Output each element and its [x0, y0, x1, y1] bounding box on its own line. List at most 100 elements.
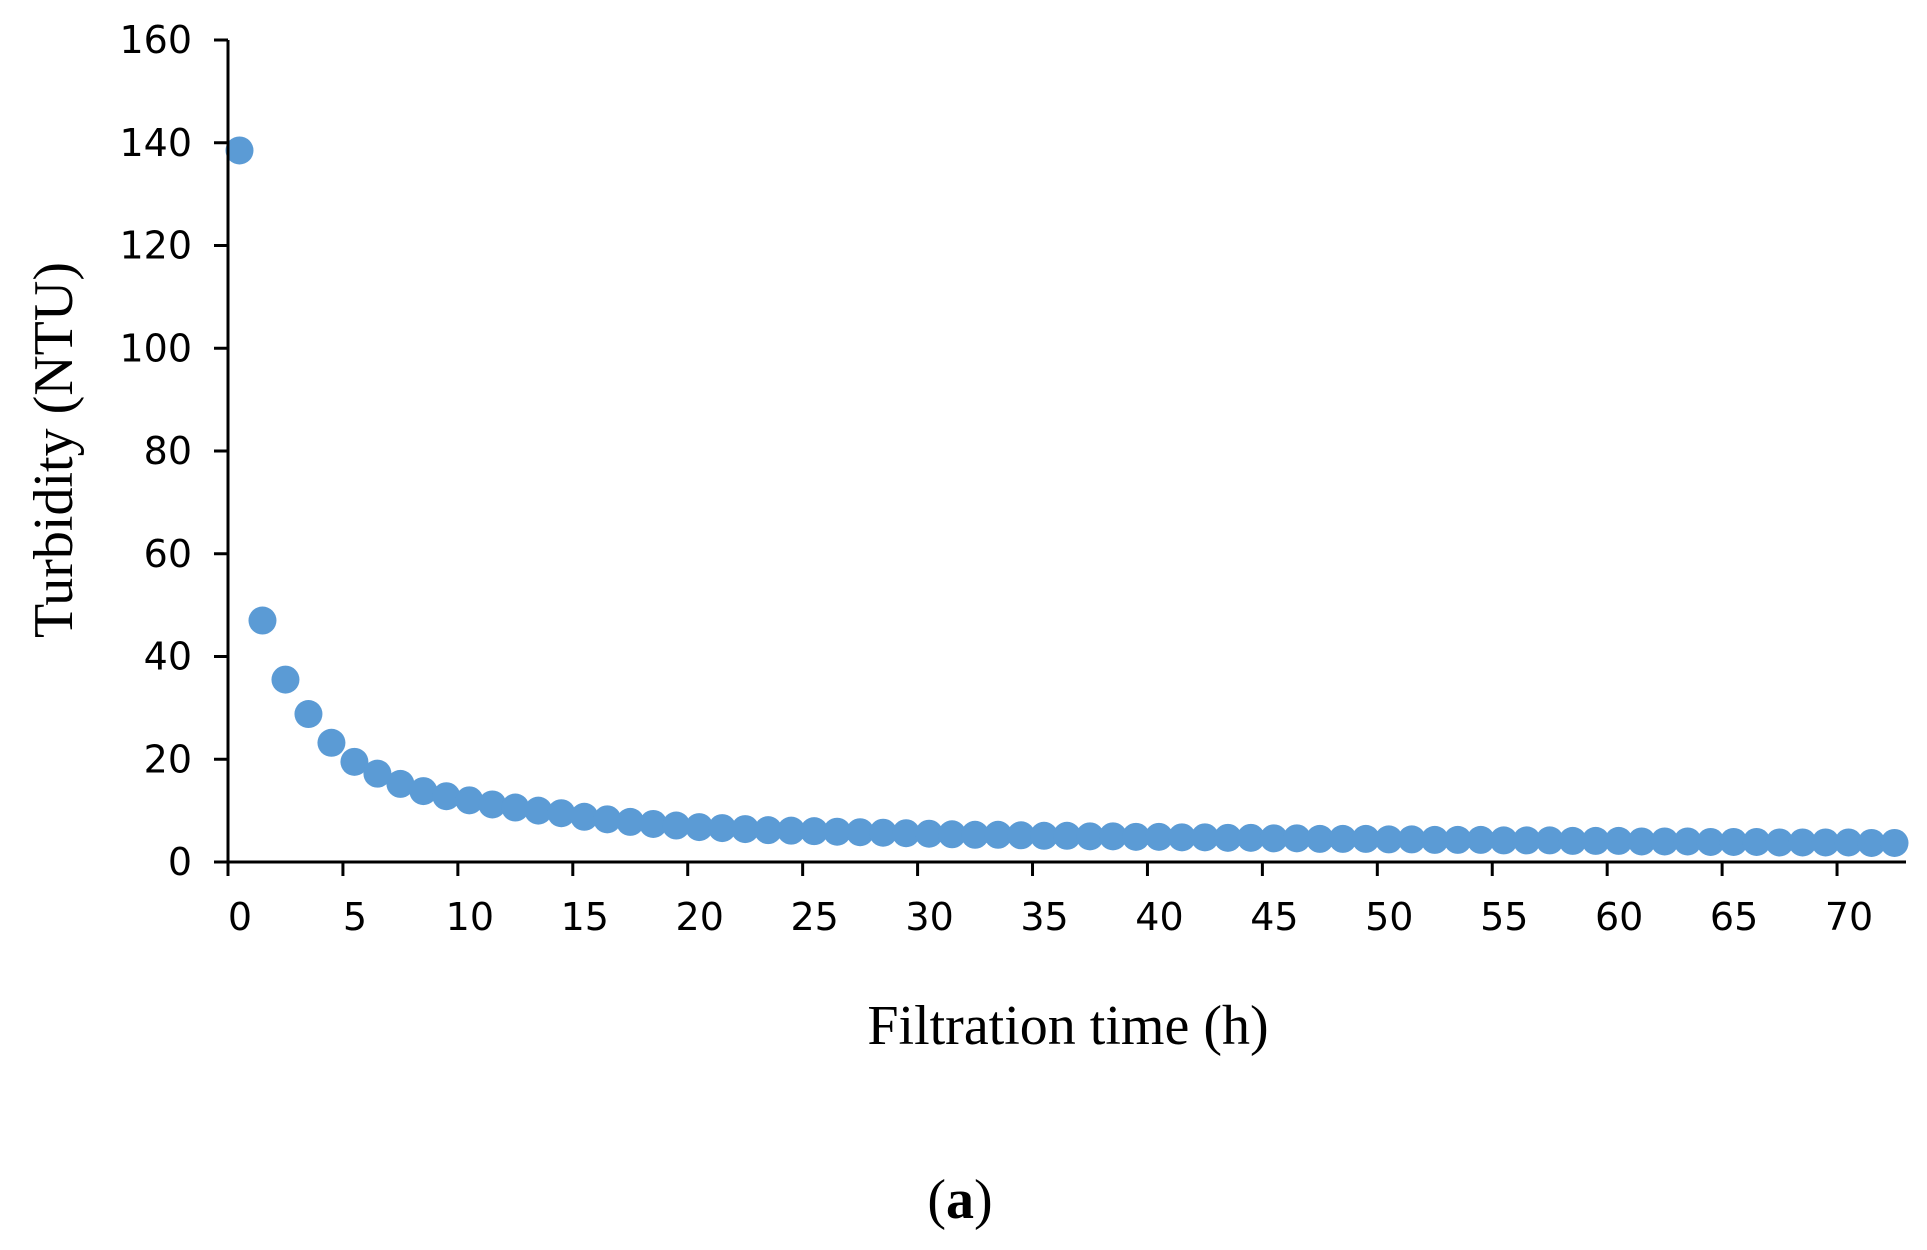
data-point	[271, 665, 300, 694]
y-tick-label: 100	[119, 326, 192, 370]
data-point	[777, 816, 806, 845]
data-point	[1627, 827, 1656, 856]
data-point	[1604, 826, 1633, 855]
data-point	[1420, 825, 1449, 854]
x-tick-label: 10	[446, 895, 494, 939]
data-point	[1742, 827, 1771, 856]
data-point	[708, 814, 737, 843]
data-point	[547, 799, 576, 828]
data-point	[1121, 822, 1150, 851]
data-point	[1144, 822, 1173, 851]
data-point	[823, 817, 852, 846]
data-point	[685, 813, 714, 842]
x-tick-label: 5	[343, 895, 367, 939]
data-point	[892, 819, 921, 848]
data-point	[1673, 827, 1702, 856]
data-point	[662, 811, 691, 840]
data-point	[1397, 825, 1426, 854]
x-tick-label: 35	[1020, 895, 1068, 939]
data-point	[1167, 823, 1196, 852]
x-tick-label: 30	[905, 895, 953, 939]
panel-label: (a)	[927, 1169, 992, 1231]
data-point	[1719, 827, 1748, 856]
data-point	[984, 820, 1013, 849]
data-point	[593, 805, 622, 834]
data-point	[432, 782, 461, 811]
data-point	[478, 790, 507, 819]
x-tick-label: 20	[676, 895, 724, 939]
data-point	[1190, 823, 1219, 852]
data-point	[455, 786, 484, 815]
data-point	[1351, 824, 1380, 853]
data-point	[754, 816, 783, 845]
data-point	[225, 136, 254, 165]
data-point	[1811, 828, 1840, 857]
data-point	[800, 817, 829, 846]
data-point	[1489, 826, 1518, 855]
data-point	[938, 820, 967, 849]
y-tick-label: 140	[119, 121, 192, 165]
y-tick-label: 60	[144, 532, 192, 576]
data-point	[1834, 828, 1863, 857]
data-point	[1007, 821, 1036, 850]
data-point	[1788, 828, 1817, 857]
data-points	[225, 136, 1909, 857]
data-point	[1098, 822, 1127, 851]
data-point	[1236, 823, 1265, 852]
data-point	[1765, 828, 1794, 857]
data-point	[1581, 826, 1610, 855]
data-point	[915, 819, 944, 848]
data-point	[639, 809, 668, 838]
y-tick-label: 20	[144, 737, 192, 781]
data-point	[294, 700, 323, 729]
data-point	[1305, 824, 1334, 853]
data-point	[409, 777, 438, 806]
y-tick-label: 120	[119, 224, 192, 268]
data-point	[1030, 821, 1059, 850]
data-point	[1466, 825, 1495, 854]
y-tick-label: 0	[168, 840, 192, 884]
x-tick-label: 40	[1135, 895, 1183, 939]
x-tick-label: 0	[228, 895, 252, 939]
data-point	[1880, 828, 1909, 857]
data-point	[1213, 823, 1242, 852]
x-tick-label: 55	[1480, 895, 1528, 939]
data-point	[616, 807, 645, 836]
data-point	[363, 759, 392, 788]
y-axis-title: Turbidity (NTU)	[23, 262, 85, 638]
x-tick-label: 70	[1825, 895, 1873, 939]
data-point	[1696, 827, 1725, 856]
data-point	[1535, 826, 1564, 855]
data-point	[1443, 825, 1472, 854]
y-tick-label: 40	[144, 635, 192, 679]
data-point	[1558, 826, 1587, 855]
data-point	[1053, 821, 1081, 850]
data-point	[846, 818, 875, 847]
x-tick-label: 50	[1365, 895, 1413, 939]
data-point	[1075, 822, 1104, 851]
data-point	[524, 796, 553, 825]
y-tick-label: 80	[144, 429, 192, 473]
data-point	[1259, 824, 1288, 853]
x-tick-label: 60	[1595, 895, 1643, 939]
data-point	[1328, 824, 1357, 853]
data-point	[570, 802, 599, 831]
data-point	[248, 606, 277, 635]
data-point	[386, 769, 415, 798]
data-point	[961, 820, 990, 849]
data-point	[869, 818, 898, 847]
data-point	[1282, 824, 1311, 853]
y-tick-label: 160	[119, 18, 192, 62]
data-point	[1512, 826, 1541, 855]
data-point	[731, 815, 760, 844]
x-axis-title: Filtration time (h)	[867, 995, 1268, 1057]
x-tick-label: 45	[1250, 895, 1298, 939]
data-point	[1374, 825, 1403, 854]
x-tick-label: 15	[561, 895, 609, 939]
x-tick-label: 65	[1710, 895, 1758, 939]
x-tick-label: 25	[790, 895, 838, 939]
axis-ticks: 0 20 40 60 80 100 120 140 160 0 5 10 15 20 25 30 35 40 45 5…	[119, 18, 1873, 939]
data-point	[1857, 828, 1886, 857]
data-point	[317, 728, 346, 757]
